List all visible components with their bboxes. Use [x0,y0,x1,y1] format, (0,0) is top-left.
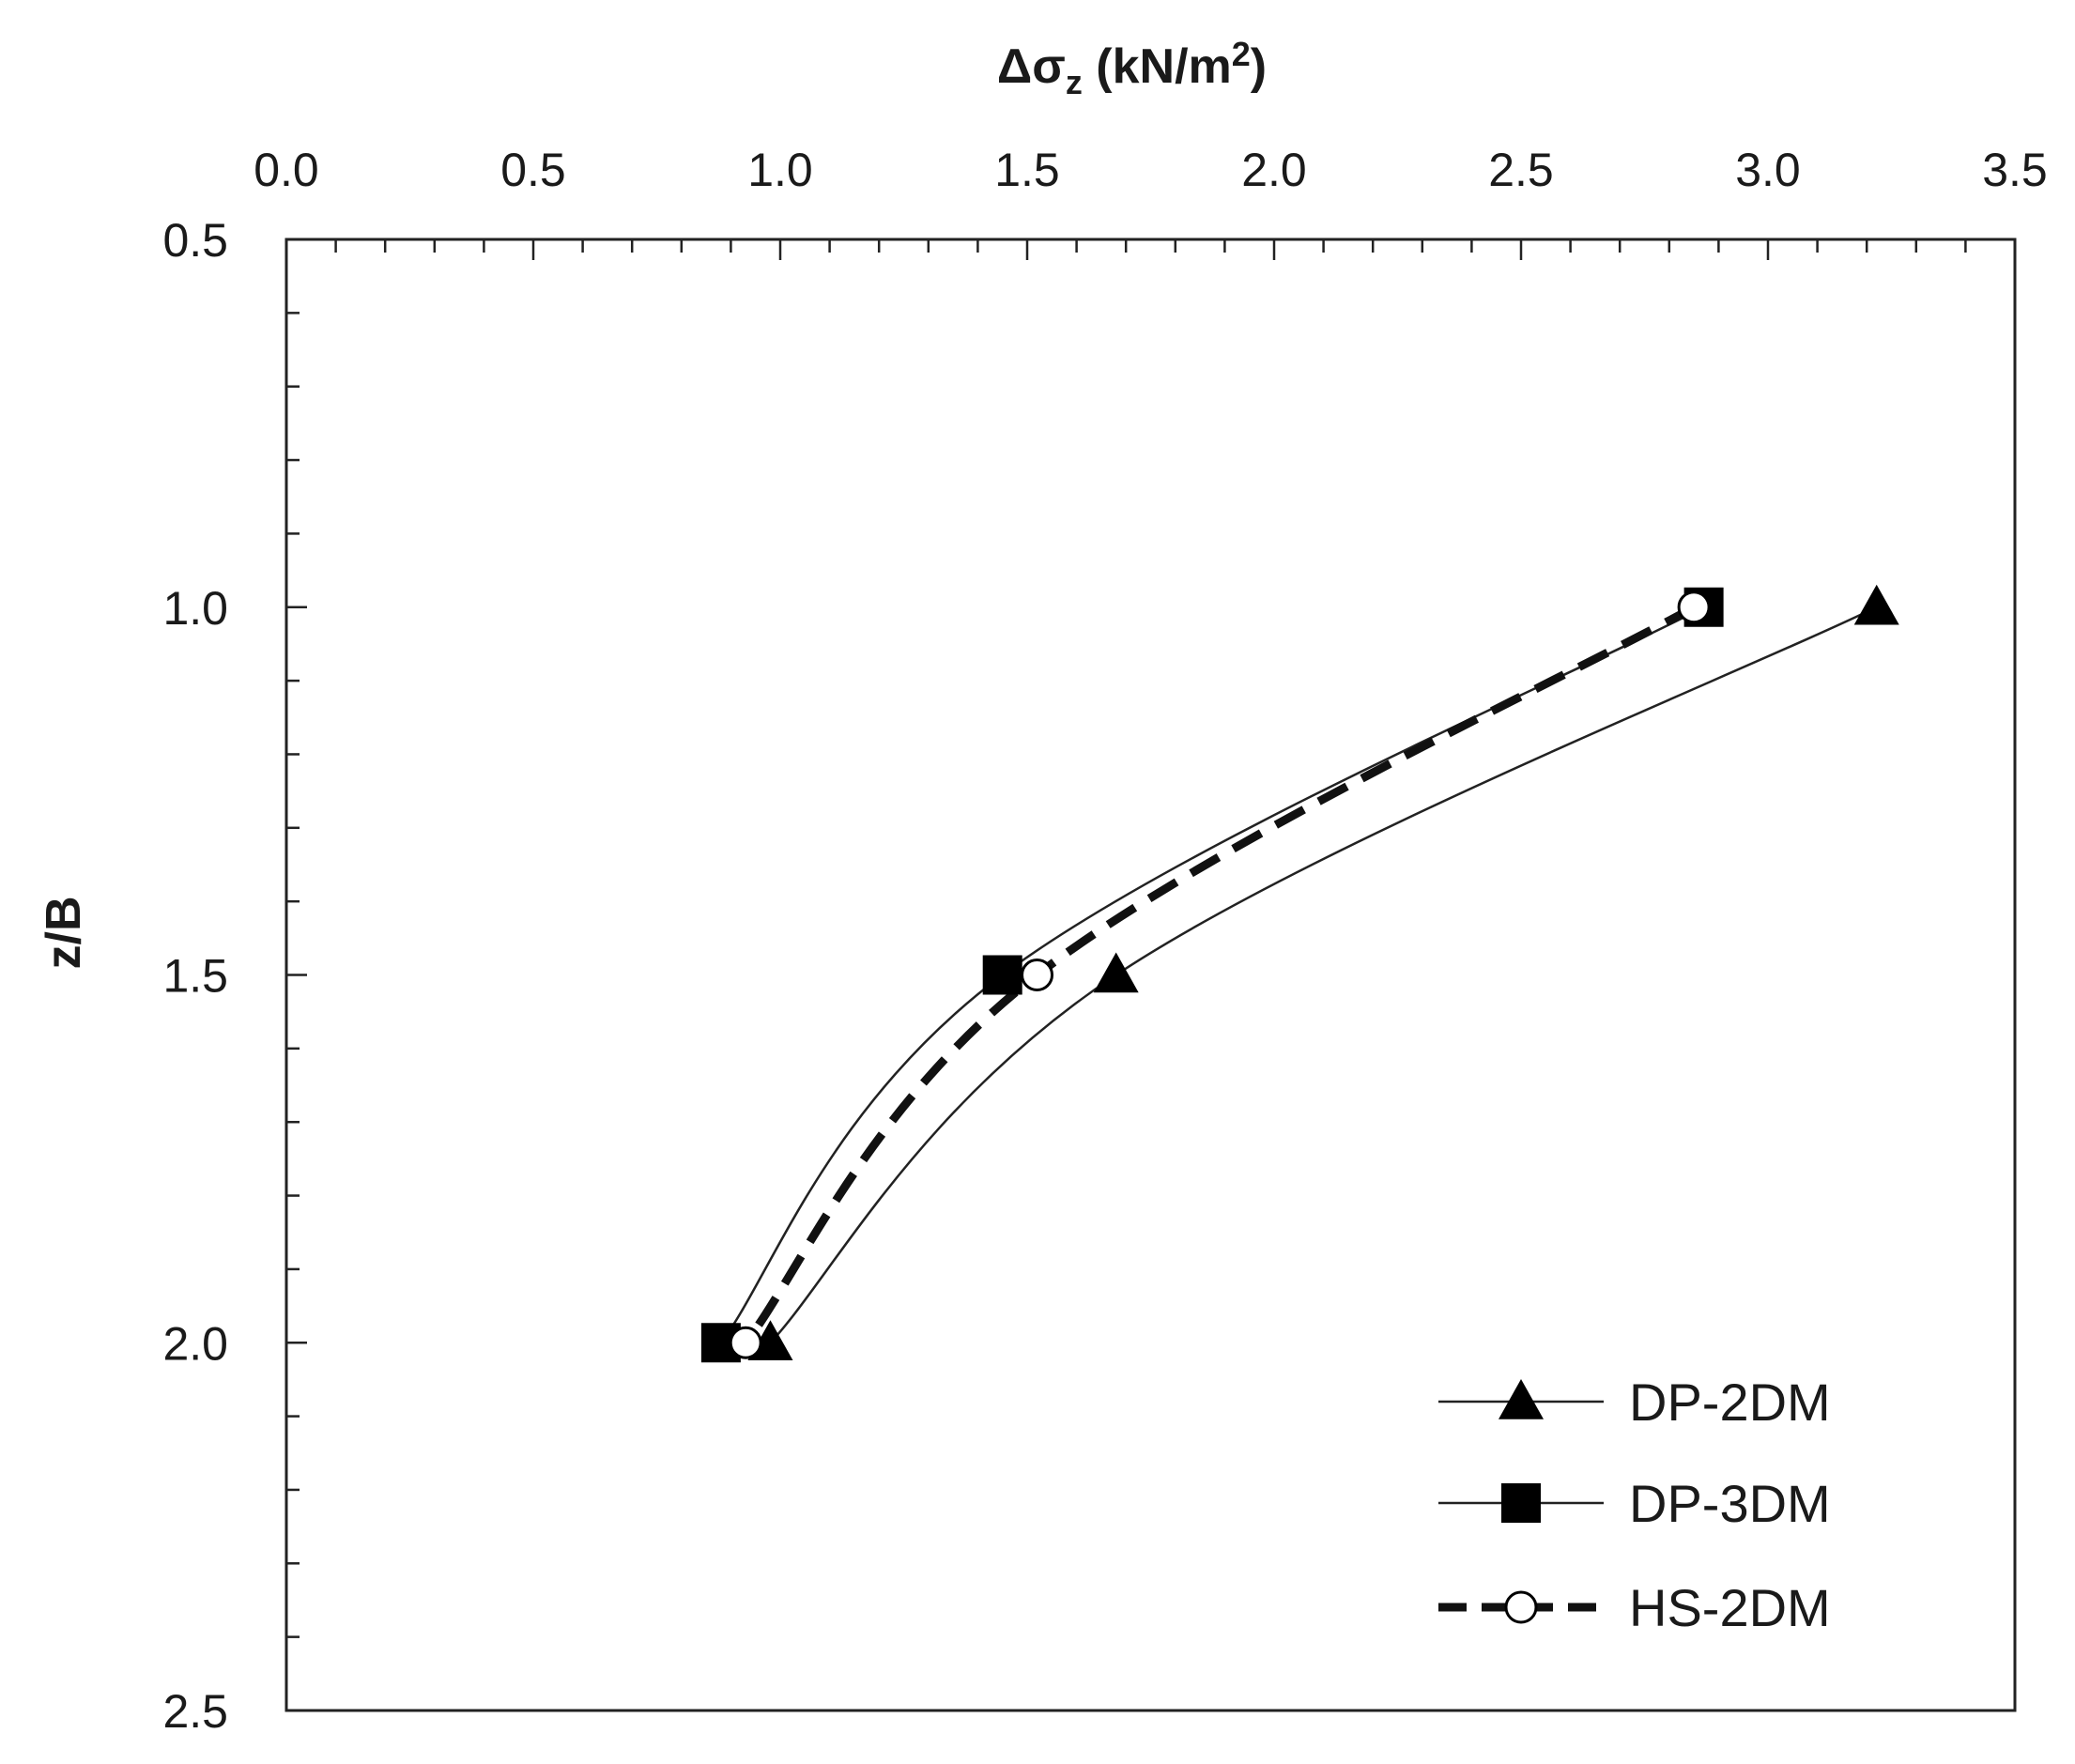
data-point-dp-2dm [1853,584,1899,625]
legend-marker-dp-3dm [1501,1483,1541,1523]
data-point-hs-2dm [1677,591,1711,624]
data-point-hs-2dm [729,1326,762,1359]
x-tick-label: 1.0 [747,144,813,196]
x-tick-label: 3.0 [1735,144,1801,196]
series-line-dp-2dm [769,606,1878,1344]
data-point-dp-2dm [1093,952,1139,993]
axis-layer: 0.0 0.5 1.0 1.5 2.0 2.5 3.0 3.5 0.5 1.0 1.5 2.0 2.5 Δ… [37,35,2048,1738]
x-tick-label: 0.5 [500,144,566,196]
series-line-hs-2dm [742,603,1697,1346]
y-tick-label: 2.0 [162,1317,228,1370]
legend-label-dp-2dm: DP-2DM [1629,1373,1831,1432]
series-line-dp-3dm [719,606,1705,1344]
y-axis-title: z/B [37,897,91,970]
x-tick-label: 3.5 [1982,144,2048,196]
y-tick-label: 0.5 [162,214,228,267]
legend-label-dp-3dm: DP-3DM [1629,1474,1831,1533]
x-tick-label: 2.0 [1241,144,1307,196]
data-point-dp-3dm [982,955,1022,995]
y-tick-label: 1.5 [162,950,228,1003]
legend-marker-hs-2dm [1504,1590,1538,1624]
x-tick-label: 1.5 [994,144,1060,196]
x-axis-title: Δσz (kN/m2) [997,35,1267,101]
legend: DP-2DM DP-3DM HS-2DM [1438,1373,1831,1637]
legend-marker-dp-2dm [1499,1379,1544,1419]
legend-label-hs-2dm: HS-2DM [1629,1578,1831,1637]
data-point-hs-2dm [1021,959,1054,991]
y-tick-label: 2.5 [162,1685,228,1738]
series-layer [700,584,1899,1363]
y-tick-label: 1.0 [162,582,228,635]
x-tick-label: 0.0 [254,144,319,196]
x-tick-label: 2.5 [1488,144,1554,196]
